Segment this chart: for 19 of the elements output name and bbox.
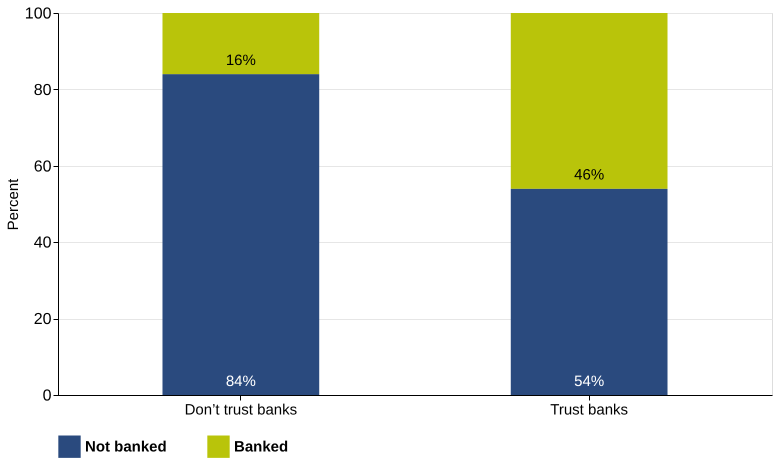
x-tick-label: Trust banks [550,402,628,418]
bar [510,13,668,189]
data-label: 54% [574,373,604,390]
bar [162,74,320,395]
y-tick-label: 60 [34,158,52,176]
y-tick-label: 100 [24,6,52,22]
y-tick-label: 0 [42,388,52,404]
y-tick-label: 80 [34,82,52,99]
data-label: 46% [574,166,604,184]
legend-label: Banked [234,438,288,456]
y-axis-title: Percent [4,178,22,230]
y-tick-label: 40 [34,234,52,252]
y-tick-label: 20 [34,311,52,328]
legend-label: Not banked [85,438,167,456]
data-label: 84% [226,373,256,390]
data-label: 16% [226,52,256,70]
bar [162,13,320,74]
x-tick-label: Don’t trust banks [184,402,298,418]
bar [510,188,668,395]
